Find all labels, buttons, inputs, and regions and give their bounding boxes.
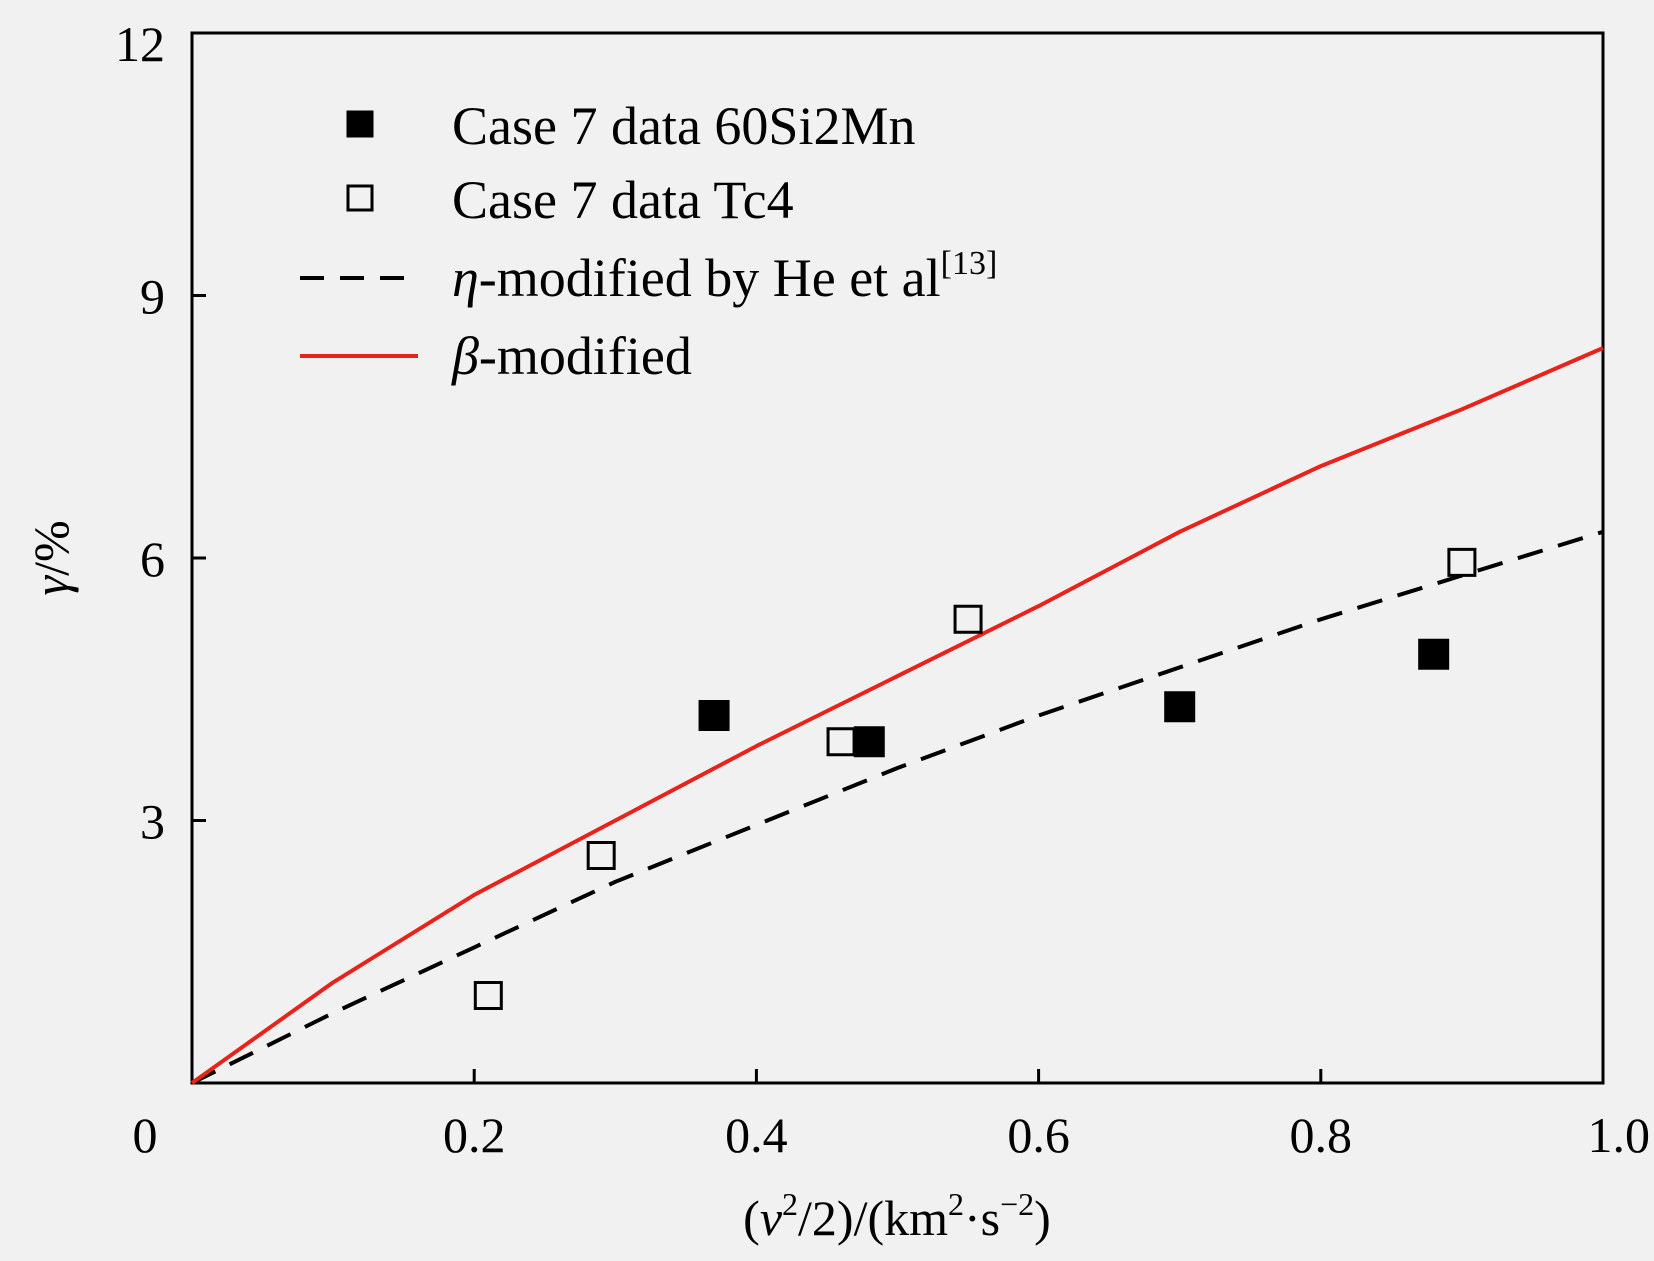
point-tc4 [953, 604, 983, 634]
point-tc4 [473, 981, 503, 1010]
legend-label: η-modified by He et al[13] [452, 245, 997, 308]
y-tick-label: 12 [115, 16, 165, 72]
tick-layer: 0 0.2 0.4 0.6 0.8 1.0 3 6 9 12 [115, 16, 1650, 1163]
legend-label: β-modified [451, 326, 692, 386]
point-60si2mn [698, 700, 730, 731]
x-tick-label: 0.4 [725, 1107, 788, 1163]
plot-frame [190, 31, 1605, 1085]
legend-label: Case 7 data Tc4 [452, 170, 794, 230]
legend: Case 7 data 60Si2Mn Case 7 data Tc4 η-modi… [300, 96, 997, 386]
point-tc4 [586, 841, 616, 870]
point-tc4 [826, 727, 856, 757]
y-tick-label: 9 [140, 269, 165, 325]
x-tick-label: 1.0 [1588, 1107, 1651, 1163]
series-line-3 [190, 346, 1604, 1085]
legend-label: Case 7 data 60Si2Mn [452, 96, 915, 156]
series-line-2 [191, 529, 1604, 1085]
y-tick-label: 6 [140, 531, 165, 587]
plot-layer [190, 346, 1604, 1085]
x-tick-label: 0.8 [1290, 1107, 1353, 1163]
point-tc4 [1447, 547, 1477, 577]
x-tick-label: 0.6 [1007, 1107, 1070, 1163]
legend-marker [346, 184, 374, 212]
x-tick-label: 0.2 [443, 1107, 506, 1163]
point-60si2mn [1418, 638, 1450, 670]
y-tick-label: 3 [140, 794, 165, 850]
legend-marker [346, 110, 374, 138]
y-axis-label: γ/% [23, 520, 79, 595]
x-axis-label: (v2/2)/(km2·s−2) [743, 1186, 1051, 1246]
x-tick-label: 0 [133, 1107, 158, 1163]
point-60si2mn [1164, 691, 1196, 723]
point-60si2mn [853, 726, 885, 758]
